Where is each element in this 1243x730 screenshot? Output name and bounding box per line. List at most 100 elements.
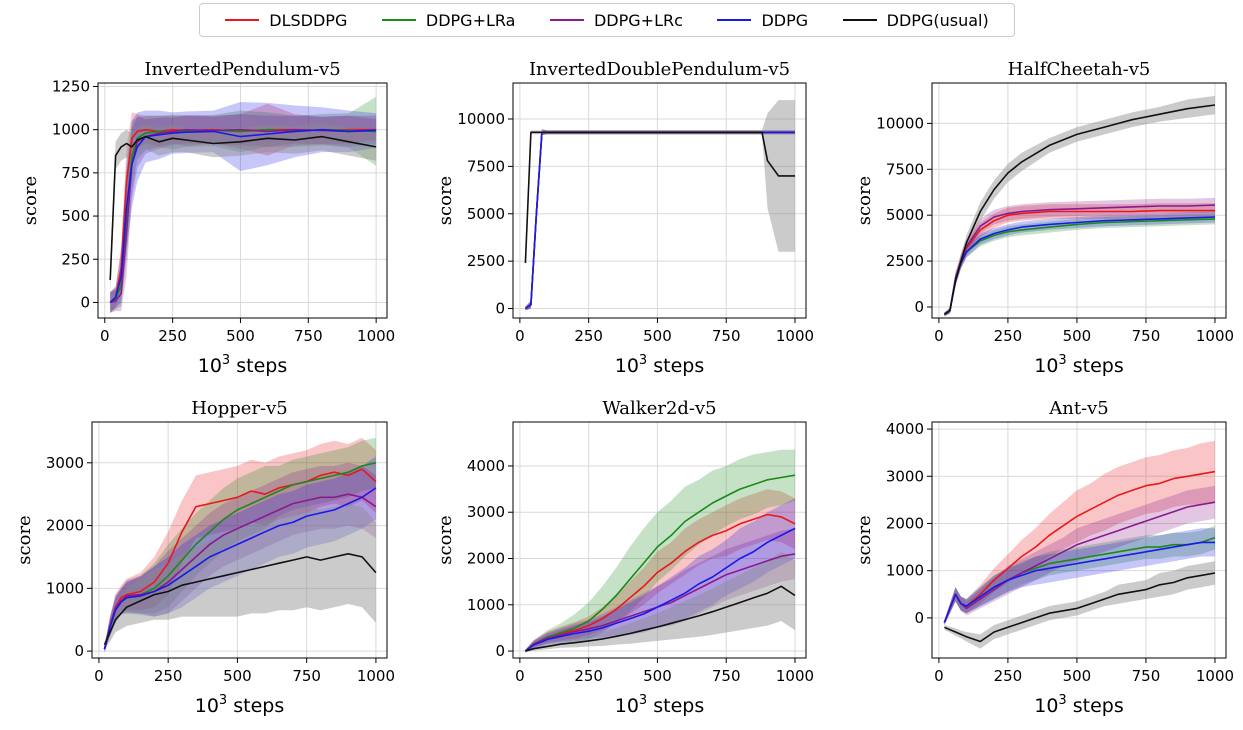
- chart-panel-ant-v5: 0 250 500 750 1000 0 1000 2000 3000 4000 Ant-v5 sco…: [854, 398, 1234, 717]
- x-axis-label: 103 steps: [1034, 353, 1124, 377]
- line-ddpg: [109, 128, 377, 303]
- line-ddpg-lrc: [109, 128, 377, 304]
- legend-item-ddpg: DDPG: [717, 11, 808, 30]
- y-tick-label: 0: [495, 300, 505, 318]
- x-tick-label: 0: [100, 327, 110, 345]
- y-axis-label: score: [435, 515, 456, 564]
- chart-title: Ant-v5: [1048, 398, 1109, 419]
- axes-frame: [91, 421, 388, 659]
- line-ddpg: [524, 131, 795, 310]
- legend-item-dlsddpg: DLSDDPG: [225, 11, 347, 30]
- x-tick-label: 500: [223, 667, 252, 685]
- x-tick-label: 250: [154, 667, 183, 685]
- x-tick-label: 0: [934, 667, 944, 685]
- band-dlsddpg: [104, 437, 376, 653]
- chart-title: Walker2d-v5: [602, 398, 716, 419]
- line-ddpg-usual: [944, 572, 1216, 643]
- y-axis-label: score: [14, 515, 35, 564]
- line-ddpg-usual: [525, 585, 796, 652]
- x-tick-label: 1000: [776, 667, 814, 685]
- y-axis-label: score: [854, 176, 875, 225]
- x-tick-label: 750: [712, 327, 741, 345]
- chart-title: InvertedPendulum-v5: [144, 59, 340, 80]
- legend-swatch-ddpg: [717, 19, 752, 21]
- band-ddpg-lrc: [525, 528, 795, 653]
- x-tick-label: 1000: [1196, 327, 1234, 345]
- line-ddpg-usual: [524, 131, 795, 264]
- legend-swatch-ddpg-lra: [381, 19, 416, 21]
- x-tick-label: 250: [574, 327, 603, 345]
- y-tick-label: 1000: [467, 596, 505, 614]
- y-tick-label: 2000: [467, 550, 505, 568]
- line-ddpg-lrc: [103, 493, 377, 650]
- x-tick-label: 250: [158, 327, 187, 345]
- x-tick-label: 1000: [357, 327, 395, 345]
- band-ddpg-lra: [525, 129, 795, 311]
- chart-panel-halfcheetah-v5: 0 250 500 750 1000025005000750010000HalfChee…: [854, 59, 1234, 377]
- x-tick-label: 0: [515, 667, 525, 685]
- line-ddpg: [103, 487, 377, 650]
- x-tick-label: 0: [934, 327, 944, 345]
- y-tick-label: 0: [74, 642, 84, 660]
- chart-title: Hopper-v5: [191, 398, 288, 419]
- plot-area: [103, 437, 377, 653]
- band-ddpg-lra: [944, 525, 1215, 625]
- legend-item-ddpg-lra: DDPG+LRa: [381, 11, 515, 30]
- y-tick-label: 500: [61, 207, 90, 225]
- line-ddpg-usual: [109, 135, 377, 281]
- y-tick-label: 750: [61, 164, 90, 182]
- band-ddpg-lrc: [104, 462, 376, 653]
- x-tick-label: 1000: [1196, 667, 1234, 685]
- plot-area: [943, 95, 1216, 317]
- line-ddpg-lrc: [943, 501, 1216, 623]
- axes-frame: [931, 421, 1227, 659]
- band-ddpg: [525, 129, 795, 311]
- band-ddpg-lra: [104, 437, 376, 653]
- axes-frame: [97, 82, 388, 319]
- band-ddpg-usual: [110, 122, 377, 294]
- line-ddpg-lra: [524, 131, 795, 310]
- x-tick-label: 500: [1063, 667, 1092, 685]
- band-ddpg: [944, 528, 1215, 625]
- chart-panel-hopper-v5: 0 250 500 750 1000 0 1000 2000 3000 Hopper-v5 scor…: [14, 398, 395, 717]
- y-tick-label: 5000: [886, 206, 924, 224]
- y-tick-label: 10000: [876, 114, 924, 132]
- y-tick-label: 2000: [46, 517, 84, 535]
- y-axis-label: score: [20, 176, 41, 225]
- x-tick-label: 750: [1132, 667, 1161, 685]
- line-dlsddpg: [524, 513, 796, 652]
- legend-label: DDPG+LRc: [593, 10, 683, 30]
- x-tick-label: 500: [1063, 327, 1092, 345]
- legend-swatch-dlsddpg: [225, 19, 260, 21]
- line-ddpg-usual: [103, 552, 377, 646]
- line-dlsddpg: [103, 468, 377, 650]
- x-tick-label: 500: [643, 667, 672, 685]
- band-dlsddpg: [944, 203, 1215, 317]
- axes-frame: [931, 82, 1227, 319]
- y-tick-label: 10000: [457, 110, 505, 128]
- x-tick-label: 750: [712, 667, 741, 685]
- y-tick-label: 3000: [886, 467, 924, 485]
- axes-frame: [512, 421, 807, 659]
- y-tick-label: 2000: [886, 514, 924, 532]
- legend-item-ddpg-lrc: DDPG+LRc: [549, 10, 683, 30]
- plot-area: [109, 96, 377, 313]
- x-tick-label: 250: [574, 667, 603, 685]
- legend-label: DDPG: [761, 10, 809, 30]
- x-axis-label: 103 steps: [615, 693, 705, 717]
- x-axis-label: 103 steps: [1034, 693, 1124, 717]
- x-axis-label: 103 steps: [615, 353, 705, 377]
- band-ddpg-usual: [525, 100, 795, 265]
- band-ddpg-lra: [110, 96, 377, 313]
- plot-area: [524, 100, 795, 311]
- y-tick-label: 1000: [886, 562, 924, 580]
- y-tick-label: 1000: [52, 121, 90, 139]
- x-tick-label: 1000: [776, 327, 814, 345]
- x-tick-label: 500: [643, 327, 672, 345]
- axes-frame: [512, 82, 807, 319]
- line-dlsddpg: [524, 131, 795, 310]
- band-ddpg-usual: [525, 551, 795, 652]
- chart-panel-inverteddoublependulum-v5: 0 250 500 750 1000025005000750010000Inverted…: [435, 59, 814, 377]
- chart-panel-walker2d-v5: 0 250 500 750 1000 0 1000 2000 3000 4000 Walker2d-…: [435, 398, 814, 717]
